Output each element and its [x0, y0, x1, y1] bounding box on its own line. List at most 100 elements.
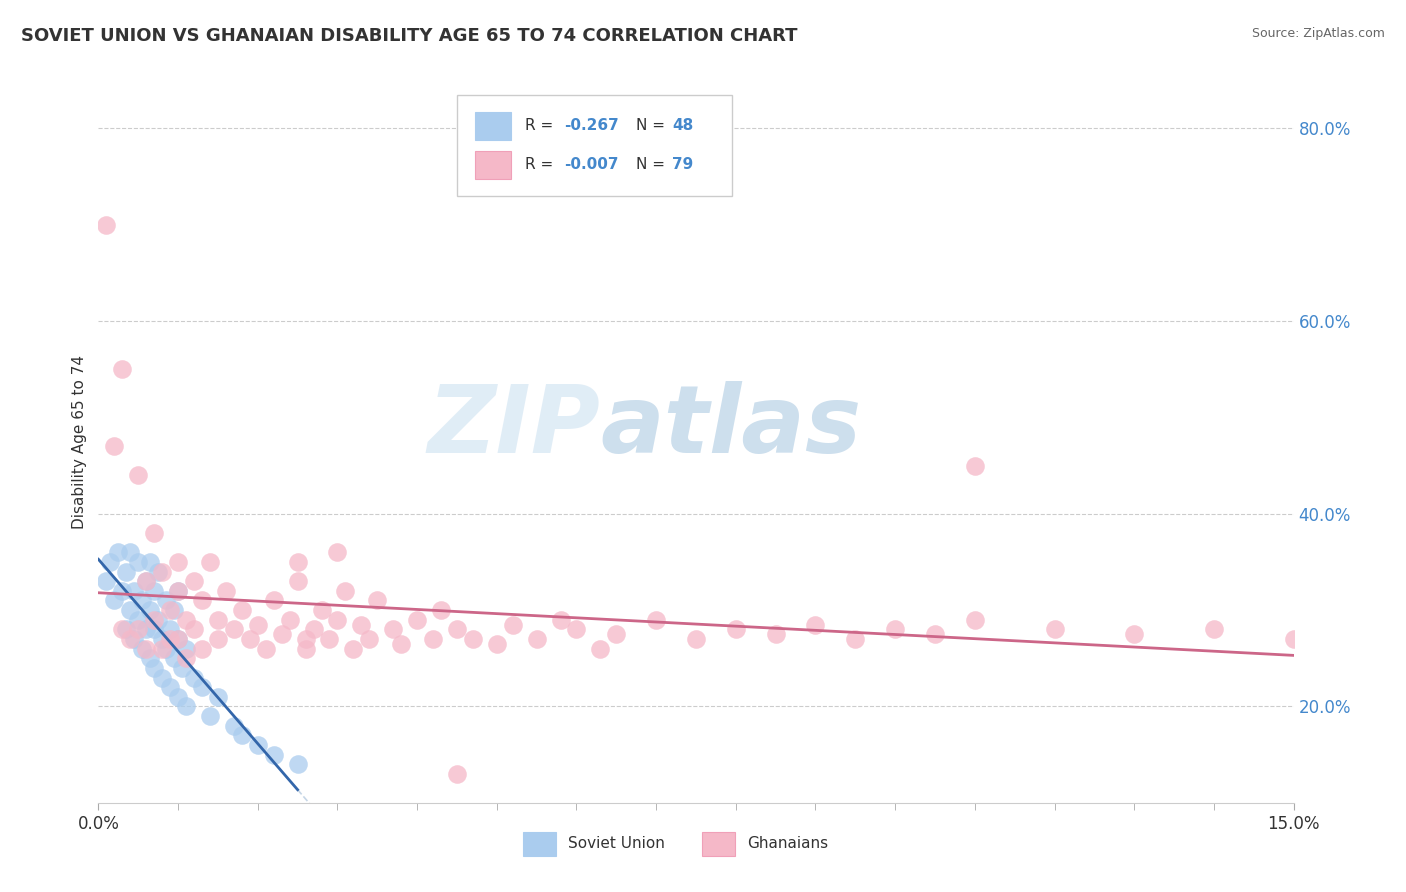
Point [124, 632, 146, 646]
Point [139, 651, 162, 665]
Point [127, 613, 149, 627]
Point [406, 613, 429, 627]
Point [172, 661, 194, 675]
Point [287, 555, 309, 569]
Point [167, 583, 190, 598]
Point [135, 641, 157, 656]
Point [167, 555, 190, 569]
Point [446, 767, 468, 781]
Point [159, 632, 181, 646]
Point [167, 583, 190, 598]
Point [231, 728, 253, 742]
Point [135, 623, 157, 637]
Point [215, 583, 238, 598]
Point [342, 641, 364, 656]
Point [605, 627, 627, 641]
Point [1123, 627, 1146, 641]
Point [103, 593, 125, 607]
Point [685, 632, 707, 646]
Point [159, 603, 181, 617]
Point [167, 632, 190, 646]
Point [246, 617, 269, 632]
Point [1282, 632, 1305, 646]
Text: atlas: atlas [600, 381, 862, 473]
Point [263, 593, 285, 607]
Point [1043, 623, 1066, 637]
Point [239, 632, 262, 646]
Point [111, 362, 134, 376]
Point [159, 680, 181, 694]
Point [382, 623, 405, 637]
Point [143, 661, 166, 675]
Point [103, 439, 125, 453]
Point [191, 641, 214, 656]
Point [159, 623, 181, 637]
Text: 48: 48 [672, 119, 693, 133]
Point [139, 555, 162, 569]
Point [191, 593, 214, 607]
Point [135, 574, 157, 589]
Point [446, 623, 468, 637]
Point [485, 637, 508, 651]
Text: N =: N = [636, 157, 671, 172]
Point [115, 623, 138, 637]
FancyBboxPatch shape [702, 832, 735, 855]
Point [287, 574, 309, 589]
Point [124, 583, 146, 598]
FancyBboxPatch shape [457, 95, 733, 196]
FancyBboxPatch shape [475, 112, 510, 139]
Point [183, 671, 205, 685]
Point [150, 565, 173, 579]
Point [198, 555, 221, 569]
Point [96, 218, 118, 232]
Point [150, 632, 173, 646]
Point [198, 709, 221, 723]
Text: ZIP: ZIP [427, 381, 600, 473]
Point [326, 545, 349, 559]
Text: Soviet Union: Soviet Union [568, 837, 665, 852]
Point [222, 623, 245, 637]
Point [389, 637, 412, 651]
Point [207, 690, 229, 704]
Point [326, 613, 349, 627]
Point [127, 623, 149, 637]
Point [294, 641, 316, 656]
Point [231, 603, 253, 617]
Point [155, 641, 177, 656]
Point [163, 603, 186, 617]
Point [155, 593, 177, 607]
FancyBboxPatch shape [475, 151, 510, 178]
Point [502, 617, 524, 632]
Point [127, 468, 149, 483]
Point [174, 699, 197, 714]
Point [311, 603, 333, 617]
Point [167, 632, 190, 646]
Point [844, 632, 866, 646]
Point [120, 603, 142, 617]
Point [263, 747, 285, 762]
Point [294, 632, 316, 646]
Point [120, 632, 142, 646]
Y-axis label: Disability Age 65 to 74: Disability Age 65 to 74 [72, 354, 87, 529]
Point [222, 719, 245, 733]
Point [1202, 623, 1225, 637]
Point [335, 583, 357, 598]
Point [207, 632, 229, 646]
Text: -0.007: -0.007 [565, 157, 619, 172]
Point [884, 623, 907, 637]
Point [207, 613, 229, 627]
Point [430, 603, 453, 617]
Point [143, 623, 166, 637]
FancyBboxPatch shape [523, 832, 557, 855]
Text: R =: R = [524, 119, 558, 133]
Point [150, 671, 173, 685]
Point [98, 555, 122, 569]
Point [287, 757, 309, 772]
Point [422, 632, 444, 646]
Point [107, 545, 129, 559]
Point [963, 613, 986, 627]
Point [111, 583, 134, 598]
Text: -0.267: -0.267 [565, 119, 619, 133]
Text: 79: 79 [672, 157, 693, 172]
Point [174, 651, 197, 665]
